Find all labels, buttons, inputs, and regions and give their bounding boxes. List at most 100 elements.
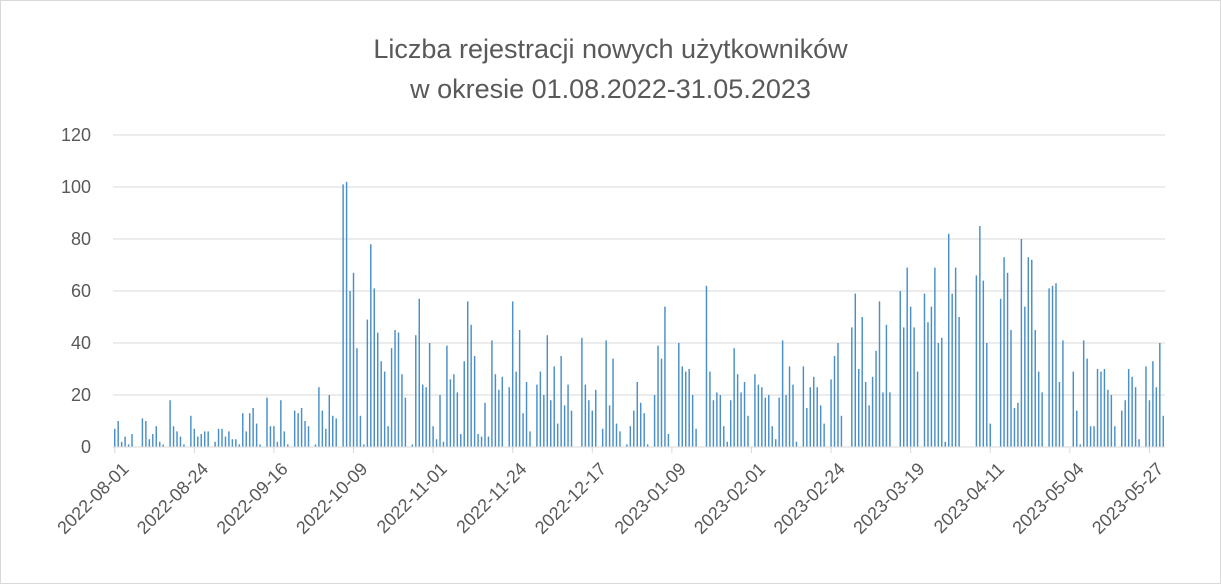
y-tick-label: 120: [61, 125, 91, 145]
bar: [124, 436, 126, 447]
bar: [318, 387, 320, 447]
bar: [615, 423, 618, 447]
bar: [1041, 392, 1043, 447]
bar: [235, 439, 237, 447]
bar: [456, 392, 459, 447]
bar: [664, 306, 666, 447]
bar: [899, 291, 901, 447]
x-tick-label: 2023-02-01: [690, 459, 769, 538]
bar: [854, 293, 857, 447]
bar: [1121, 410, 1123, 447]
bar: [217, 428, 220, 447]
bar: [601, 428, 604, 447]
bar: [1155, 387, 1158, 447]
bar: [525, 382, 528, 447]
y-axis-ticks: 0 20 40 60 80 100 120: [61, 125, 91, 457]
bar: [1110, 395, 1113, 447]
bar: [556, 423, 559, 447]
x-tick-label: 2023-05-04: [1008, 459, 1087, 538]
bar: [169, 400, 171, 447]
bar: [245, 431, 247, 447]
bar: [518, 330, 521, 447]
bar: [813, 376, 815, 447]
bar: [560, 356, 562, 447]
bar: [383, 371, 386, 447]
bar: [183, 444, 185, 447]
bar: [719, 395, 722, 447]
bar: [176, 431, 178, 447]
bar: [273, 426, 275, 447]
bar: [280, 400, 282, 447]
bar: [356, 348, 358, 447]
bar: [982, 280, 985, 447]
bar: [321, 410, 324, 447]
bar: [352, 272, 355, 447]
bar: [764, 397, 767, 447]
bar: [484, 402, 486, 447]
bar: [1134, 387, 1137, 447]
bar: [851, 327, 853, 447]
y-tick-label: 100: [61, 177, 91, 197]
bar: [923, 293, 926, 447]
bar: [359, 415, 362, 447]
bar: [785, 395, 787, 447]
bar: [1079, 444, 1081, 447]
bar: [684, 371, 687, 447]
bar: [428, 343, 431, 447]
x-tick-label: 2022-09-16: [213, 459, 292, 538]
bar: [415, 335, 417, 447]
bar: [916, 371, 919, 447]
bar: [941, 337, 943, 447]
bar: [733, 348, 735, 447]
bar: [1062, 340, 1064, 447]
bar: [543, 395, 545, 447]
y-tick-label: 60: [71, 281, 91, 301]
bar: [1017, 402, 1019, 447]
bar: [858, 369, 860, 447]
bar: [1051, 285, 1054, 447]
bar: [757, 384, 760, 447]
bar: [127, 444, 130, 447]
bar: [1159, 343, 1161, 447]
bar: [1055, 283, 1057, 447]
bar: [460, 434, 462, 447]
bar: [332, 415, 334, 447]
bar: [643, 413, 645, 447]
bar: [293, 410, 296, 447]
x-tick-label: 2023-04-11: [930, 459, 1008, 537]
bar: [823, 423, 825, 447]
bar: [300, 408, 303, 447]
bar: [944, 441, 946, 447]
bar: [885, 324, 888, 447]
bar: [335, 418, 337, 447]
x-tick-label: 2022-08-01: [53, 459, 132, 538]
bar: [1089, 426, 1092, 447]
bar: [729, 400, 732, 447]
bar: [446, 345, 448, 447]
bar: [325, 428, 327, 447]
bar: [819, 405, 822, 447]
bar: [1162, 415, 1164, 447]
bar: [871, 376, 874, 447]
bar: [1127, 369, 1130, 447]
bar: [190, 415, 192, 447]
bar: [1103, 369, 1106, 447]
bar: [709, 371, 711, 447]
bar: [774, 439, 777, 447]
bar: [480, 436, 483, 447]
x-tick-label: 2023-03-19: [849, 459, 928, 538]
bar: [778, 397, 780, 447]
bar: [878, 301, 881, 447]
bar: [788, 366, 791, 447]
bar: [508, 387, 510, 447]
bar: [117, 421, 119, 447]
bar: [366, 319, 369, 447]
bar: [1020, 239, 1023, 447]
bar: [453, 374, 455, 447]
bar: [553, 366, 555, 447]
bar: [1013, 408, 1016, 447]
x-axis-ticks: 2022-08-01 2022-08-24 2022-09-16 2022-10-09…: [53, 447, 1167, 538]
bar: [203, 431, 206, 447]
bar: [653, 395, 656, 447]
